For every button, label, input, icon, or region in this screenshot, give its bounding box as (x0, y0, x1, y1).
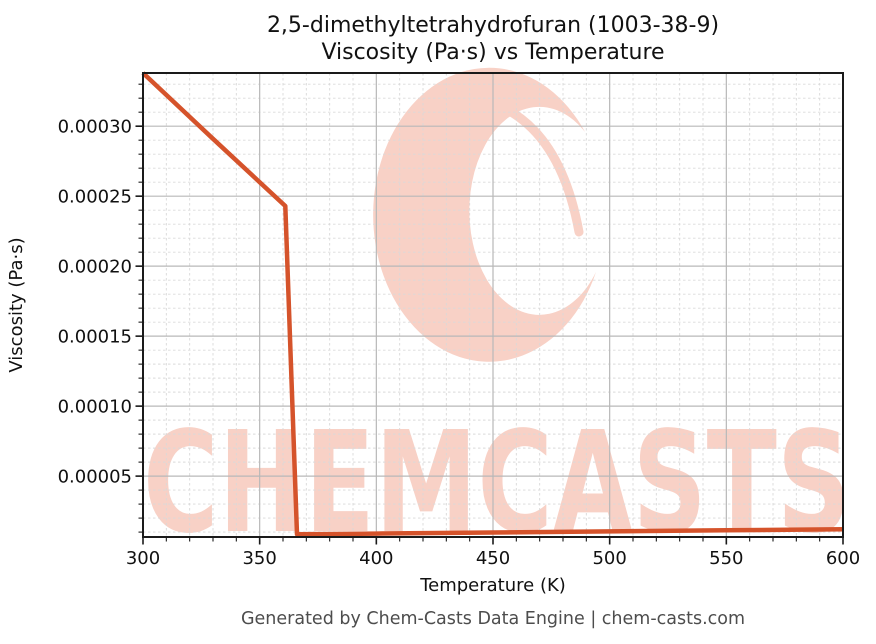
viscosity-line (141, 71, 844, 537)
x-tick-label: 350 (242, 548, 276, 569)
chart-subtitle: Viscosity (Pa·s) vs Temperature (321, 40, 664, 65)
y-tick-label: 0.00005 (58, 467, 132, 488)
y-tick-label: 0.00025 (58, 187, 132, 208)
y-axis-tick-labels: 0.00005 0.00010 0.00015 0.00020 0.00025 0.000… (58, 117, 132, 488)
x-tick-label: 600 (826, 548, 860, 569)
x-tick-label: 550 (709, 548, 743, 569)
watermark-text: CHEMCASTS (143, 402, 851, 565)
x-tick-label: 450 (476, 548, 510, 569)
y-tick-label: 0.00015 (58, 327, 132, 348)
chemcasts-c-swirl-icon (457, 91, 584, 237)
x-tick-label: 300 (126, 548, 160, 569)
y-tick-label: 0.00030 (58, 117, 132, 138)
footer-credit: Generated by Chem-Casts Data Engine | ch… (241, 609, 745, 629)
axis-ticks (135, 83, 844, 545)
x-axis-label: Temperature (K) (419, 575, 566, 596)
y-axis-label: Viscosity (Pa·s) (6, 237, 27, 372)
chemcasts-c-swoosh-icon (373, 67, 596, 362)
x-tick-label: 500 (592, 548, 626, 569)
chart-title: 2,5-dimethyltetrahydrofuran (1003-38-9) (267, 13, 719, 38)
x-tick-label: 400 (359, 548, 393, 569)
y-tick-label: 0.00010 (58, 397, 132, 418)
y-tick-label: 0.00020 (58, 257, 132, 278)
x-axis-tick-labels: 300 350 400 450 500 550 600 (126, 548, 860, 569)
